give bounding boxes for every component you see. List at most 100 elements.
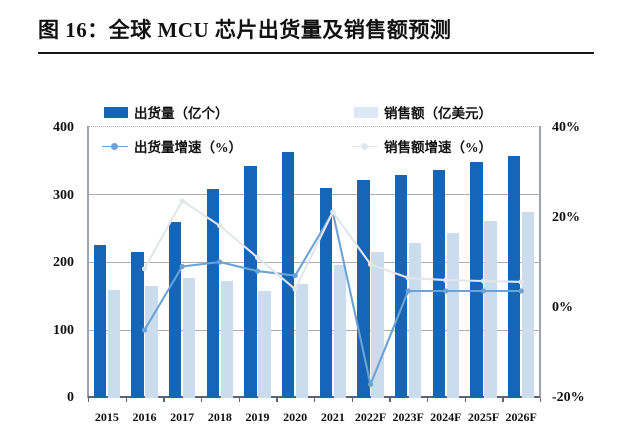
legend-label-shipment-growth: 出货量增速（%）: [134, 140, 242, 155]
bar-sales[interactable]: [182, 278, 196, 398]
x-axis-tick: [427, 398, 429, 402]
y-axis-label-200: 200: [53, 255, 74, 270]
gridline-100: [88, 330, 540, 331]
x-axis-tick: [276, 398, 278, 402]
bar-group: [427, 126, 465, 398]
x-axis-label: 2025F: [467, 410, 500, 424]
point-sales-growth: [141, 266, 148, 272]
figure-title-wrap: 图 16：全球 MCU 芯片出货量及销售额预测: [38, 14, 598, 44]
bar-sales[interactable]: [333, 264, 347, 398]
x-axis-tick: [238, 398, 240, 402]
x-axis-tick: [351, 398, 353, 402]
point-shipment-growth: [292, 273, 298, 279]
bar-shipments[interactable]: [168, 221, 182, 398]
y-axis-label-100: 100: [53, 323, 74, 338]
bar-shipments[interactable]: [394, 174, 408, 398]
bar-sales[interactable]: [220, 281, 234, 398]
bar-shipments[interactable]: [319, 187, 333, 398]
point-sales-growth: [367, 261, 374, 267]
bar-group: [502, 126, 540, 398]
bar-shipments[interactable]: [93, 245, 107, 398]
x-axis-tick: [125, 398, 127, 402]
bar-shipments[interactable]: [432, 169, 446, 398]
x-axis-tick: [502, 398, 504, 402]
x-axis-tick: [389, 398, 391, 402]
y-axis-label-300: 300: [53, 188, 74, 203]
point-sales-growth: [254, 254, 261, 261]
chart-legend: 出货量（亿个） 销售额（亿美元） 出货量增速（%） 销售额增速（%）: [96, 100, 556, 158]
x-axis-label: 2020: [283, 410, 308, 424]
x-axis-label: 2026F: [505, 410, 537, 424]
point-shipment-growth: [254, 268, 261, 274]
y2-axis-label-20pct: 20%: [552, 210, 580, 225]
bar-sales[interactable]: [408, 242, 422, 398]
x-axis-label: 2017: [170, 410, 195, 424]
x-axis-label: 2022F: [354, 410, 387, 424]
x-axis-label: 2024F: [430, 410, 462, 424]
legend-label-sales: 销售额（亿美元）: [384, 106, 492, 121]
x-axis-tick: [88, 398, 90, 402]
x-axis-label: 2018: [207, 410, 232, 424]
right-axis-line: [539, 126, 541, 398]
legend-item-sales-growth[interactable]: 销售额增速（%）: [352, 136, 492, 156]
bar-sales[interactable]: [258, 290, 271, 398]
y2-axis-label-neg20pct: -20%: [552, 390, 585, 405]
x-axis-label: 2023F: [392, 410, 424, 424]
legend-line-sales-growth-icon: [352, 141, 378, 152]
legend-item-shipments[interactable]: 出货量（亿个）: [104, 102, 229, 122]
left-axis-line: [87, 126, 89, 398]
legend-swatch-shipments-icon: [104, 106, 128, 118]
legend-swatch-sales-icon: [354, 106, 378, 118]
bar-shipments[interactable]: [131, 252, 144, 398]
x-axis-label: 2015: [94, 410, 119, 424]
plot-area: [87, 126, 542, 402]
gridline-300: [88, 194, 540, 195]
bar-sales[interactable]: [521, 212, 535, 398]
point-sales-growth: [443, 277, 449, 283]
bar-sales[interactable]: [295, 284, 309, 398]
x-axis-label: 2019: [245, 410, 270, 424]
legend-label-shipments: 出货量（亿个）: [134, 106, 229, 121]
bar-shipments[interactable]: [357, 180, 370, 398]
line-shipment-growth: [143, 211, 522, 386]
bar-shipments[interactable]: [507, 155, 521, 398]
x-axis-label: 2021: [320, 410, 345, 424]
x-axis-tick: [163, 398, 165, 402]
legend-line-shipment-growth-icon: [102, 141, 128, 152]
bar-group: [201, 126, 239, 398]
bar-group: [276, 126, 314, 398]
bar-sales[interactable]: [446, 232, 460, 398]
bar-group: [239, 126, 277, 398]
point-shipment-growth: [443, 288, 449, 294]
gridline-400: [88, 126, 540, 127]
bar-sales[interactable]: [107, 289, 121, 398]
point-sales-growth: [179, 198, 185, 204]
x-axis-tick: [201, 398, 203, 402]
y2-axis-label-0pct: 0%: [552, 300, 573, 315]
point-sales-growth: [518, 279, 524, 285]
legend-item-sales[interactable]: 销售额（亿美元）: [354, 102, 492, 122]
bar-group: [389, 126, 427, 398]
point-shipment-growth: [141, 327, 148, 333]
point-sales-growth: [217, 223, 223, 229]
point-sales-growth: [330, 209, 336, 215]
point-shipment-growth: [367, 381, 374, 387]
y2-axis-label-40pct: 40%: [552, 120, 580, 135]
x-axis-line: [88, 396, 540, 398]
bar-group: [314, 126, 352, 398]
bar-shipments[interactable]: [206, 189, 220, 398]
x-axis-label: 2016: [132, 410, 157, 424]
point-sales-growth: [480, 278, 487, 284]
legend-item-shipment-growth[interactable]: 出货量增速（%）: [102, 136, 242, 156]
x-axis-tick: [464, 398, 466, 402]
bar-shipments[interactable]: [244, 166, 257, 398]
point-sales-growth: [405, 275, 411, 281]
point-shipment-growth: [518, 288, 524, 294]
point-shipment-growth: [405, 288, 411, 294]
point-shipment-growth: [179, 263, 185, 270]
y-axis-label-400: 400: [53, 120, 74, 135]
bar-sales[interactable]: [484, 221, 497, 398]
legend-label-sales-growth: 销售额增速（%）: [384, 140, 492, 155]
bar-group: [163, 126, 201, 398]
